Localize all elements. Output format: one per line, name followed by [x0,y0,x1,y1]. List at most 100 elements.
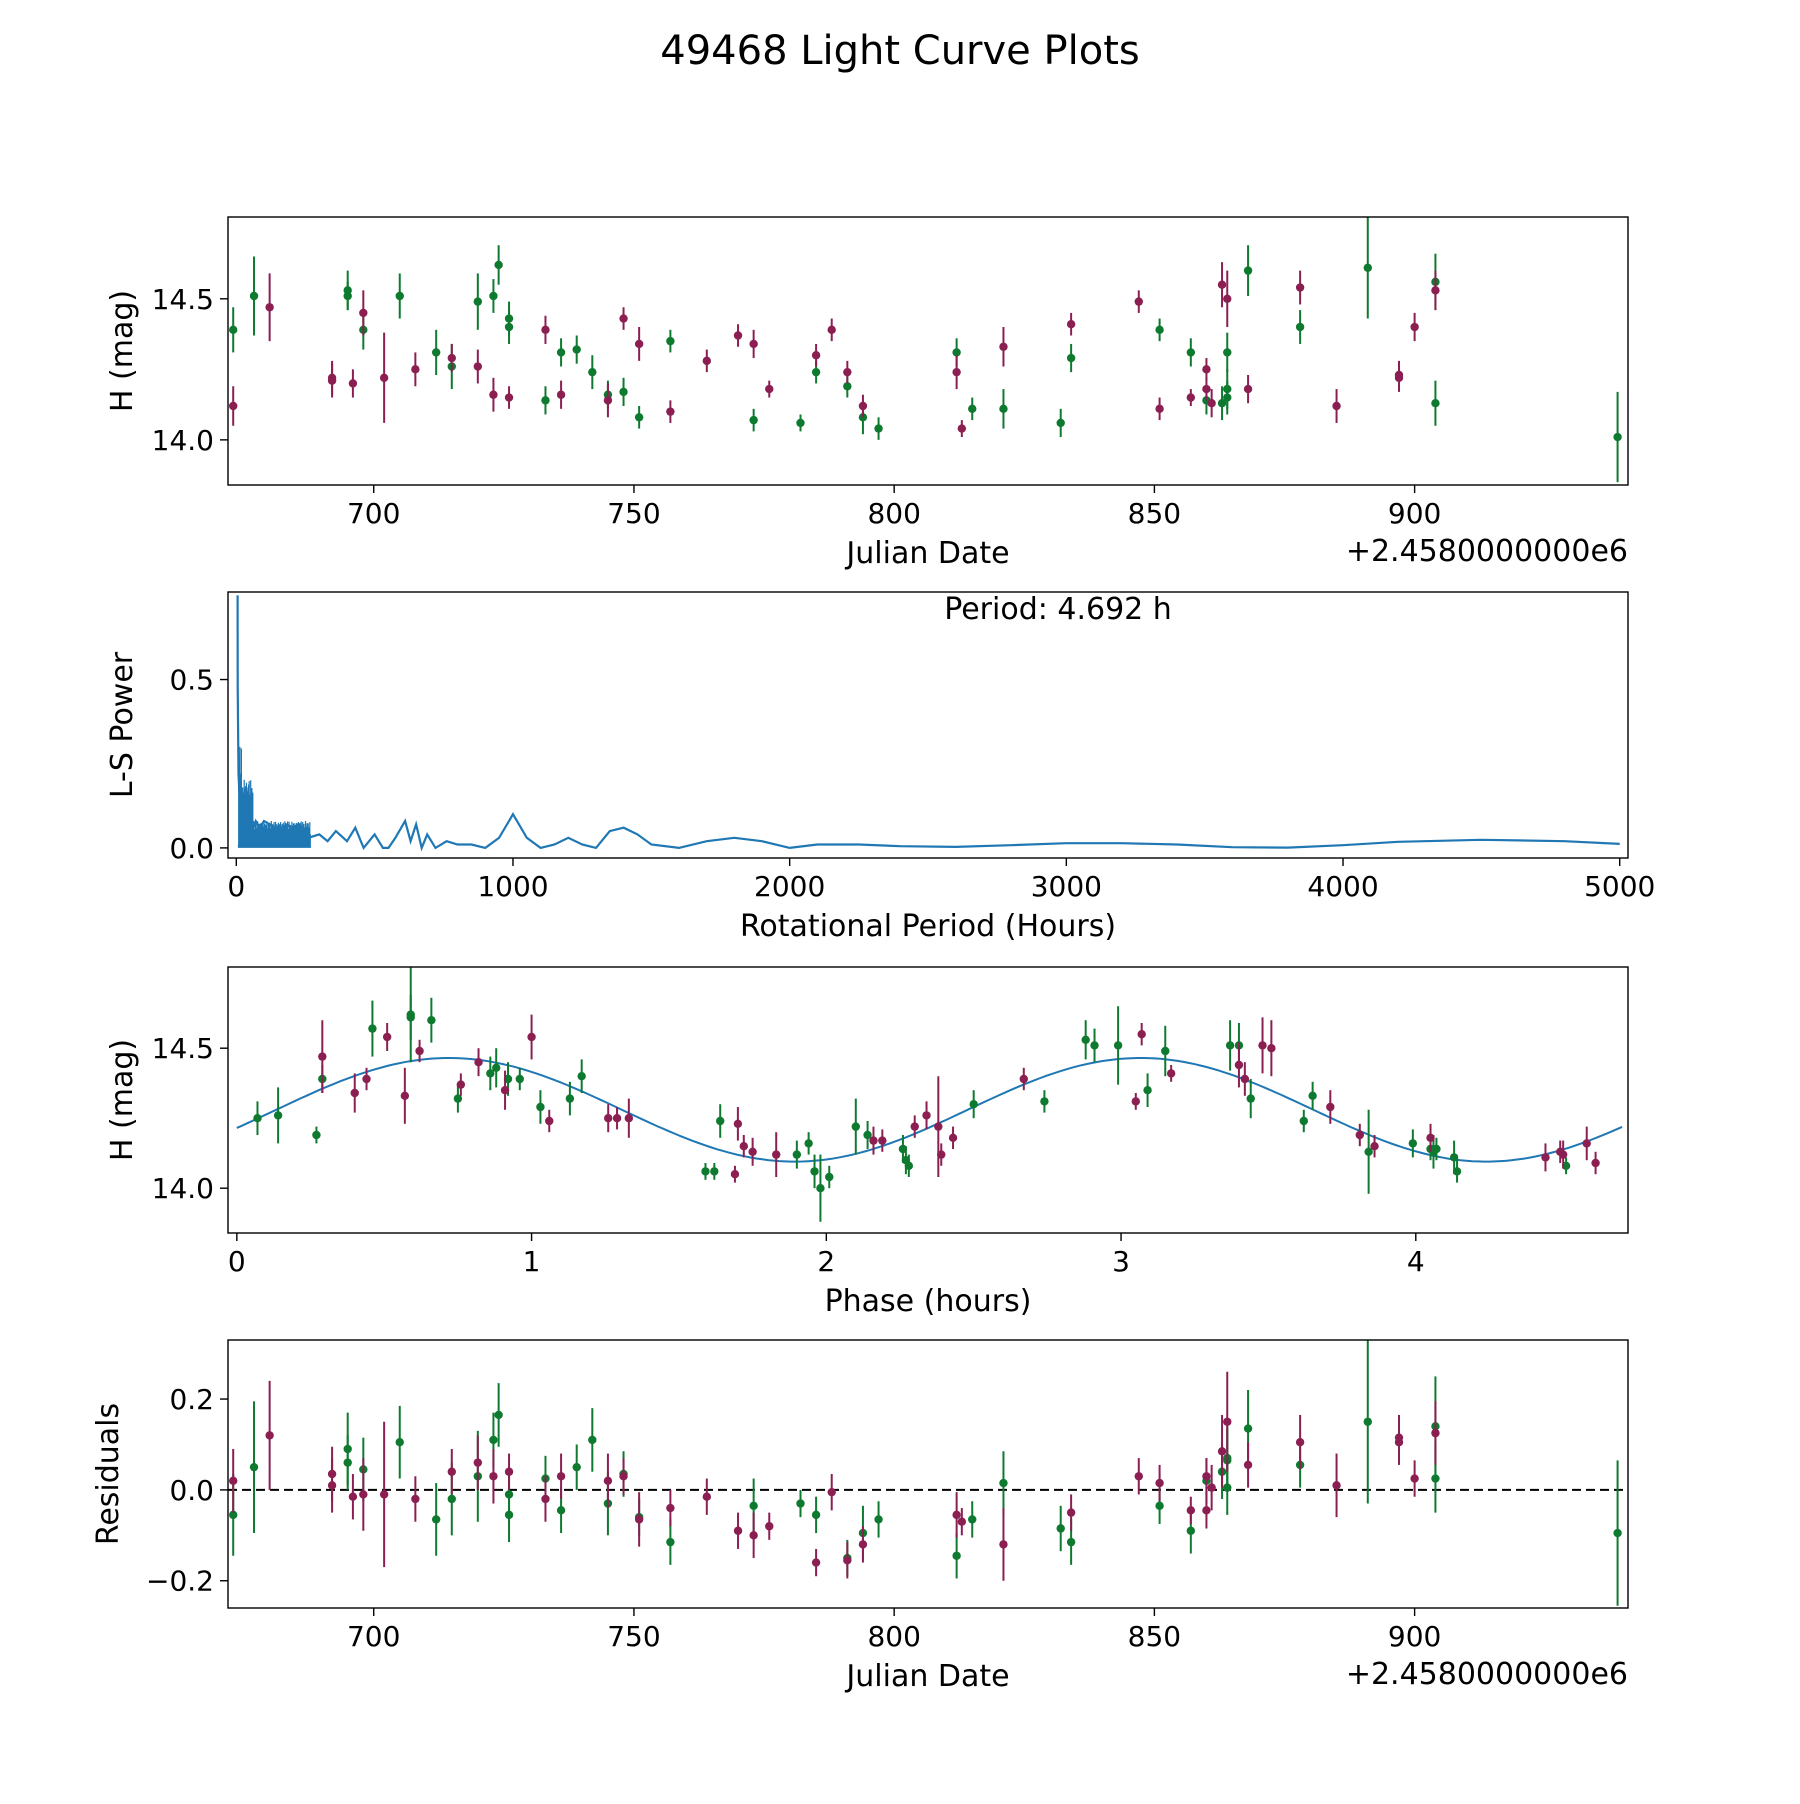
point-green-33 [1186,1526,1196,1535]
point-green-16 [701,1167,710,1176]
point-green-36 [1225,1041,1235,1050]
y-tick-label-phased-1: 14.5 [152,1032,214,1065]
point-green-35 [1161,1046,1170,1056]
axes-frame-periodogram [227,591,1629,859]
point-green-29 [999,1478,1008,1488]
point-green-20 [666,336,675,346]
point-purple-23 [827,1487,836,1497]
point-purple-15 [619,1472,628,1481]
point-purple-15 [619,314,628,323]
point-purple-10 [545,1116,554,1126]
point-green-35 [1217,398,1227,408]
point-purple-19 [733,331,743,340]
point-purple-13 [624,1114,634,1123]
point-green-29 [969,1100,978,1109]
point-purple-8 [447,353,456,363]
point-purple-38 [1243,1460,1253,1470]
point-green-40 [1308,1091,1317,1101]
point-purple-2 [362,1074,371,1084]
point-green-6 [406,1010,415,1019]
point-green-44 [1613,1528,1622,1538]
point-purple-43 [1410,1474,1419,1483]
point-purple-20 [749,339,758,349]
point-purple-7 [474,1058,483,1067]
point-green-25 [863,1130,872,1140]
point-green-21 [749,415,758,425]
y-tick-label-lightcurve-0: 14.0 [152,424,214,457]
point-green-10 [494,1410,503,1420]
point-purple-16 [739,1142,748,1151]
point-purple-35 [1207,1483,1216,1492]
point-purple-5 [359,308,368,318]
point-green-1 [249,1462,259,1472]
point-purple-24 [937,1150,946,1159]
point-green-46 [1449,1153,1459,1162]
point-green-13 [536,1102,545,1112]
point-green-31 [1066,1537,1076,1547]
point-green-18 [716,1116,725,1126]
point-green-6 [431,1515,441,1524]
point-purple-27 [957,424,967,433]
point-purple-36 [1370,1142,1379,1151]
period-annotation: Period: 4.692 h [944,592,1172,627]
point-green-38 [1246,1094,1255,1103]
point-purple-42 [1394,1438,1404,1447]
point-purple-27 [1131,1097,1140,1106]
point-green-15 [572,345,581,354]
panel-phased: 0 1 2 3 4 14.0 14.5 Phase (hours) H (mag) [105,966,1629,1319]
point-green-14 [556,1506,566,1515]
point-green-31 [1066,353,1076,363]
point-purple-6 [379,1490,389,1499]
point-green-40 [1295,322,1305,332]
x-tick-label-phased-0: 0 [228,1245,246,1278]
point-purple-23 [827,325,836,335]
panel-residuals: 700 750 800 850 900 −0.2 0.0 0.2 Julian Date Resi… [91,1339,1629,1694]
point-green-28 [904,1161,914,1171]
point-purple-33 [1202,365,1211,374]
point-purple-33 [1202,1472,1211,1481]
point-green-9 [489,291,498,301]
point-green-32 [1155,325,1164,335]
point-purple-8 [447,1467,456,1476]
point-green-32 [1090,1041,1099,1050]
point-green-15 [577,1072,586,1081]
point-green-27 [952,348,961,357]
point-green-39 [1299,1116,1308,1126]
point-purple-36 [1217,280,1227,289]
point-green-22 [796,418,805,428]
point-green-26 [874,1515,883,1524]
point-purple-39 [1295,1438,1305,1447]
point-green-1 [273,1111,283,1120]
point-green-3 [343,1458,352,1467]
point-purple-42 [1591,1158,1600,1168]
x-axis-label-lightcurve: Julian Date [844,536,1009,571]
point-purple-33 [1267,1044,1276,1053]
point-purple-15 [733,1119,743,1129]
point-purple-1 [350,1088,359,1098]
point-green-28 [968,1515,977,1524]
point-green-0 [229,325,238,335]
point-purple-41 [1582,1139,1591,1148]
x-tick-label-periodogram-4: 4000 [1307,870,1378,903]
point-green-29 [999,404,1008,414]
point-purple-28 [999,342,1008,351]
point-purple-38 [1541,1153,1550,1162]
point-purple-23 [934,1122,943,1131]
point-green-8 [453,1094,463,1103]
point-green-12 [515,1074,524,1084]
point-purple-40 [1556,1147,1565,1157]
x-axis-label-phased: Phase (hours) [825,1284,1032,1319]
point-purple-13 [556,1472,566,1481]
point-green-44 [1613,432,1622,442]
point-purple-32 [1186,1506,1196,1515]
y-axis-label-periodogram: L-S Power [105,651,140,798]
point-purple-11 [504,1467,514,1476]
point-green-4 [368,1024,377,1033]
point-green-34 [1143,1086,1152,1095]
point-green-17 [710,1167,719,1176]
x-tick-label-phased-1: 1 [523,1245,541,1278]
point-green-5 [395,1438,404,1447]
point-green-41 [1363,1417,1372,1426]
point-purple-26 [952,1510,961,1520]
